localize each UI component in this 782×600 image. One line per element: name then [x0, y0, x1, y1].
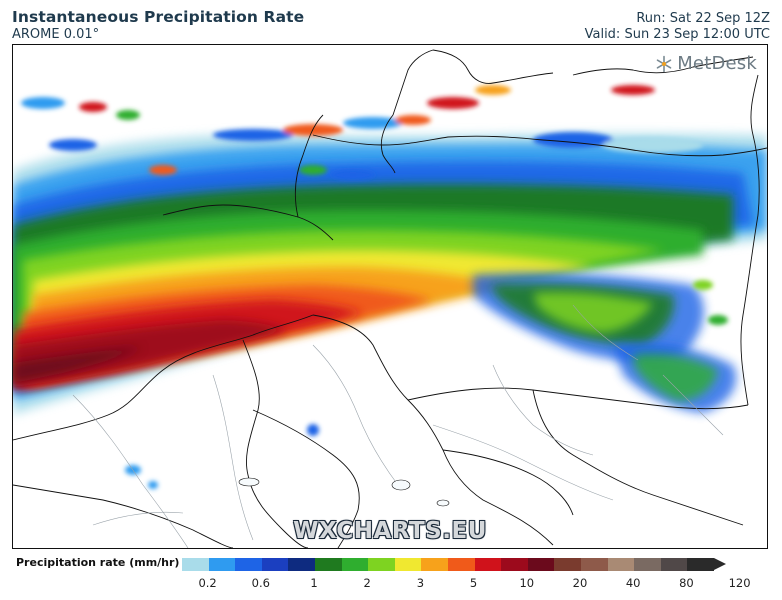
legend-tick-label: 10 — [519, 576, 535, 590]
legend-tick-label: 0.6 — [251, 576, 270, 590]
map-title: Instantaneous Precipitation Rate — [12, 8, 305, 26]
header-left: Instantaneous Precipitation Rate AROME 0… — [12, 8, 304, 43]
legend-title: Precipitation rate (mm/hr) — [16, 556, 180, 569]
legend-tick-label: 5 — [469, 576, 478, 590]
legend-swatch — [527, 558, 555, 571]
legend-swatch — [447, 558, 475, 571]
legend-tick-label: 20 — [572, 576, 588, 590]
legend-tick-label: 0.2 — [198, 576, 217, 590]
header-right: Run: Sat 22 Sep 12Z Valid: Sun 23 Sep 12… — [585, 8, 770, 43]
legend-swatch — [501, 558, 528, 571]
model-name: AROME 0.01° — [12, 27, 100, 42]
legend-swatch — [634, 558, 661, 571]
legend-arrow-icon — [713, 558, 726, 570]
legend-swatch — [554, 558, 581, 571]
legend-swatch — [182, 558, 209, 571]
wxcharts-watermark: WXCHARTS.EU — [293, 518, 487, 544]
legend-swatch — [660, 558, 688, 571]
legend-swatch — [687, 558, 714, 571]
legend-tick-label: 1 — [310, 576, 318, 590]
legend-tick-label: 2 — [363, 576, 371, 590]
legend-swatch — [607, 558, 635, 571]
legend-tick-label: 3 — [416, 576, 425, 590]
legend-swatch — [208, 558, 236, 571]
border-lines — [13, 49, 767, 548]
metdesk-logo: MetDesk — [655, 53, 757, 74]
valid-time: Valid: Sun 23 Sep 12:00 UTC — [584, 27, 770, 42]
legend-swatch — [261, 558, 289, 571]
legend-swatch — [314, 558, 342, 571]
legend-swatch — [474, 558, 502, 571]
precipitation-map: MetDesk WXCHARTS.EU — [12, 44, 768, 549]
river-lines — [72, 304, 724, 548]
metdesk-logo-text: MetDesk — [677, 53, 757, 74]
snowflake-icon — [656, 55, 672, 72]
legend-tick-label: 80 — [679, 576, 694, 590]
map-canvas — [13, 49, 767, 548]
legend-colorbar — [182, 558, 726, 571]
legend-swatch — [421, 558, 448, 571]
legend-swatch — [235, 558, 262, 571]
lakes — [238, 477, 450, 507]
legend-swatch — [368, 558, 395, 571]
legend-tick-label: 120 — [728, 576, 751, 590]
legend-swatch — [580, 558, 608, 571]
run-time: Run: Sat 22 Sep 12Z — [636, 11, 770, 26]
legend-swatch — [394, 558, 422, 571]
precipitation-field — [13, 85, 767, 489]
legend-tick-label: 40 — [625, 576, 641, 590]
legend-swatch — [341, 558, 369, 571]
legend-swatch — [288, 558, 315, 571]
